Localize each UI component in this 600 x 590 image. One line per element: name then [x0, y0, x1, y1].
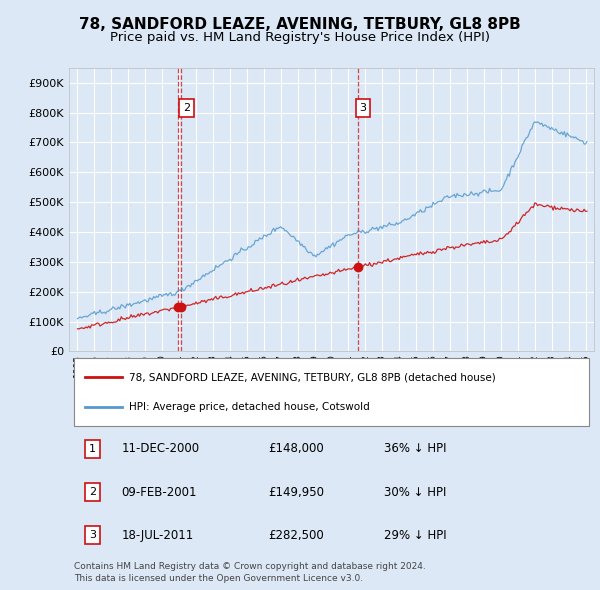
Text: 18-JUL-2011: 18-JUL-2011	[121, 529, 194, 542]
Bar	[74, 358, 589, 426]
Text: 78, SANDFORD LEAZE, AVENING, TETBURY, GL8 8PB: 78, SANDFORD LEAZE, AVENING, TETBURY, GL…	[79, 17, 521, 31]
Text: 78, SANDFORD LEAZE, AVENING, TETBURY, GL8 8PB (detached house): 78, SANDFORD LEAZE, AVENING, TETBURY, GL…	[130, 372, 496, 382]
Text: £282,500: £282,500	[269, 529, 324, 542]
Text: Price paid vs. HM Land Registry's House Price Index (HPI): Price paid vs. HM Land Registry's House …	[110, 31, 490, 44]
Text: 11-DEC-2000: 11-DEC-2000	[121, 442, 200, 455]
Text: HPI: Average price, detached house, Cotswold: HPI: Average price, detached house, Cots…	[130, 402, 370, 412]
Text: This data is licensed under the Open Government Licence v3.0.: This data is licensed under the Open Gov…	[74, 573, 364, 583]
Text: 36% ↓ HPI: 36% ↓ HPI	[384, 442, 446, 455]
Text: £148,000: £148,000	[269, 442, 324, 455]
Text: 3: 3	[359, 103, 367, 113]
Text: 30% ↓ HPI: 30% ↓ HPI	[384, 486, 446, 499]
Text: 2: 2	[89, 487, 96, 497]
Text: 09-FEB-2001: 09-FEB-2001	[121, 486, 197, 499]
Text: 29% ↓ HPI: 29% ↓ HPI	[384, 529, 446, 542]
Text: £149,950: £149,950	[269, 486, 325, 499]
Text: 1: 1	[89, 444, 96, 454]
Text: 2: 2	[182, 103, 190, 113]
Text: 3: 3	[89, 530, 96, 540]
Text: Contains HM Land Registry data © Crown copyright and database right 2024.: Contains HM Land Registry data © Crown c…	[74, 562, 426, 571]
